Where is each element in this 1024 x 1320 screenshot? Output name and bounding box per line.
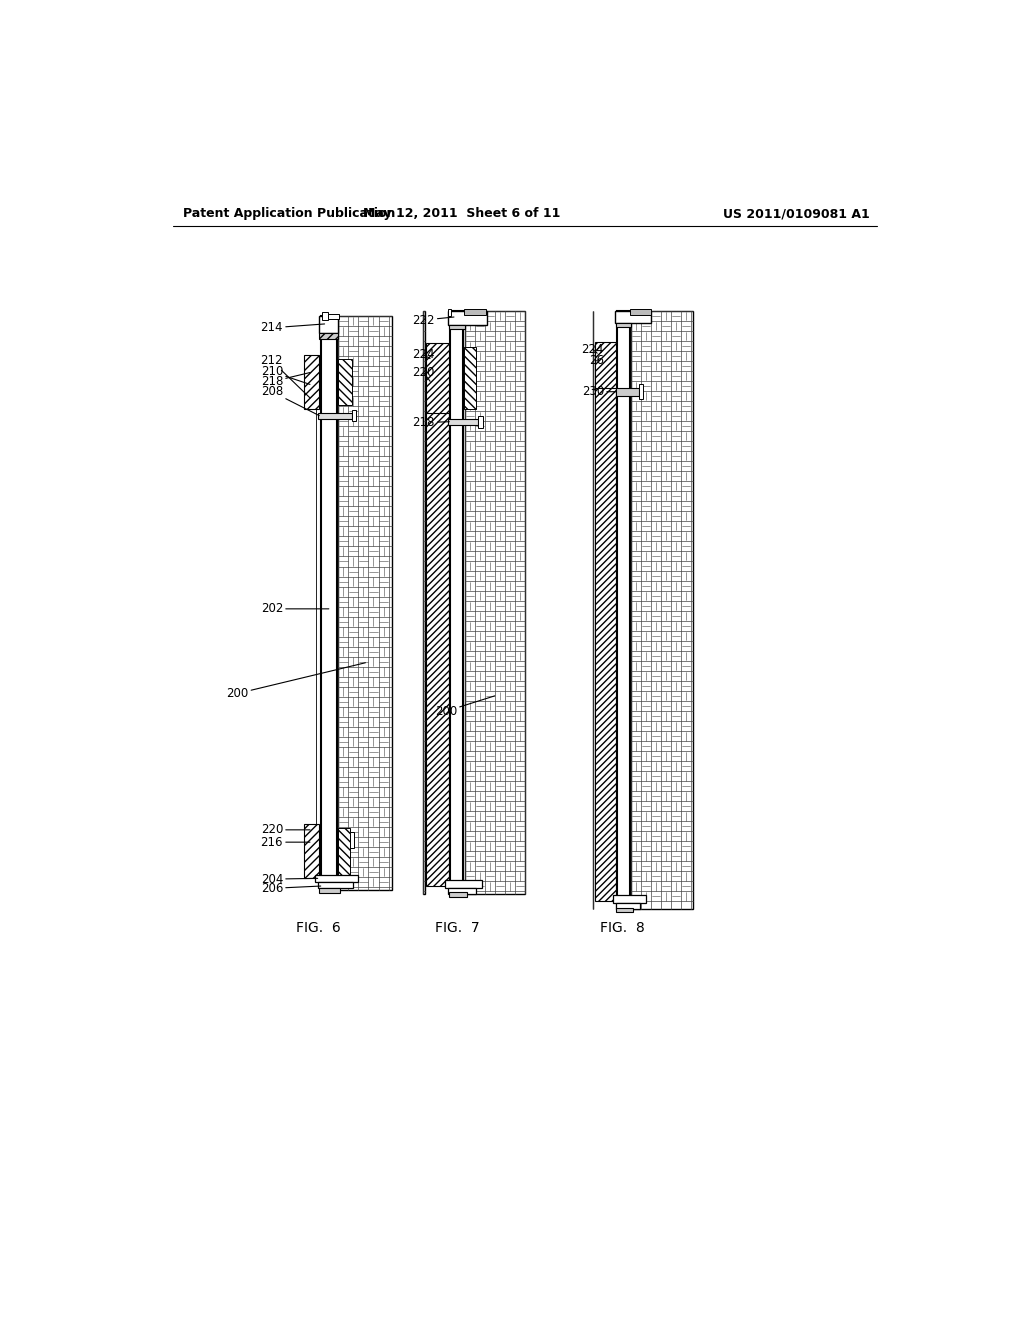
Bar bbox=[426, 354, 449, 886]
Bar bbox=[426, 343, 449, 412]
Bar bbox=[613, 895, 646, 903]
Text: 202: 202 bbox=[261, 602, 329, 615]
Bar bbox=[319, 333, 339, 339]
Bar bbox=[631, 312, 692, 909]
Bar bbox=[317, 412, 352, 418]
Bar bbox=[450, 325, 465, 330]
Bar bbox=[321, 317, 337, 890]
Bar bbox=[631, 309, 651, 314]
Bar bbox=[616, 908, 633, 912]
Bar bbox=[350, 832, 354, 847]
Bar bbox=[447, 312, 487, 325]
Bar bbox=[304, 825, 319, 878]
Text: 210: 210 bbox=[261, 366, 310, 384]
Bar bbox=[329, 314, 339, 318]
Text: 216: 216 bbox=[260, 836, 310, 849]
Text: 212: 212 bbox=[260, 354, 310, 397]
Text: 218: 218 bbox=[413, 416, 450, 429]
Bar bbox=[478, 416, 483, 428]
Text: 200: 200 bbox=[226, 663, 366, 700]
Text: 220: 220 bbox=[261, 824, 310, 837]
Bar bbox=[304, 355, 319, 409]
Bar bbox=[595, 350, 615, 902]
Text: US 2011/0109081 A1: US 2011/0109081 A1 bbox=[723, 207, 869, 220]
Bar bbox=[423, 312, 425, 894]
Bar bbox=[351, 411, 356, 421]
Bar bbox=[316, 363, 321, 843]
Bar bbox=[317, 882, 353, 888]
Text: 222: 222 bbox=[413, 314, 454, 326]
Text: 206: 206 bbox=[261, 882, 321, 895]
Text: 200: 200 bbox=[435, 696, 495, 718]
Bar bbox=[615, 903, 640, 909]
Text: 204: 204 bbox=[261, 873, 317, 886]
Text: 208: 208 bbox=[261, 385, 319, 416]
Bar bbox=[338, 359, 351, 405]
Text: 214: 214 bbox=[260, 321, 325, 334]
Text: FIG.  7: FIG. 7 bbox=[435, 921, 479, 935]
Text: 230: 230 bbox=[582, 385, 616, 399]
Text: Patent Application Publication: Patent Application Publication bbox=[183, 207, 395, 220]
Bar bbox=[464, 347, 476, 409]
Bar bbox=[447, 887, 476, 894]
Bar bbox=[339, 317, 392, 890]
Text: FIG.  8: FIG. 8 bbox=[600, 921, 645, 935]
Bar bbox=[338, 829, 350, 878]
Bar bbox=[595, 342, 615, 388]
Text: 224: 224 bbox=[413, 348, 435, 362]
Bar bbox=[450, 892, 467, 896]
Bar bbox=[616, 323, 631, 327]
Bar bbox=[451, 312, 463, 894]
Bar bbox=[447, 418, 478, 425]
Bar bbox=[464, 309, 486, 315]
Bar bbox=[614, 312, 651, 323]
Text: 218: 218 bbox=[261, 372, 310, 388]
Bar bbox=[465, 312, 524, 894]
Text: 220: 220 bbox=[413, 366, 435, 381]
Bar bbox=[322, 313, 328, 321]
Bar bbox=[319, 317, 339, 333]
Bar bbox=[445, 880, 481, 887]
Bar bbox=[314, 874, 357, 882]
Bar bbox=[319, 888, 340, 892]
Text: 26: 26 bbox=[589, 354, 604, 367]
Text: 224: 224 bbox=[582, 343, 604, 356]
Bar bbox=[447, 309, 451, 317]
Bar bbox=[639, 384, 643, 400]
Text: May 12, 2011  Sheet 6 of 11: May 12, 2011 Sheet 6 of 11 bbox=[362, 207, 560, 220]
Bar bbox=[615, 388, 639, 396]
Bar bbox=[617, 312, 630, 909]
Text: FIG.  6: FIG. 6 bbox=[296, 921, 341, 935]
